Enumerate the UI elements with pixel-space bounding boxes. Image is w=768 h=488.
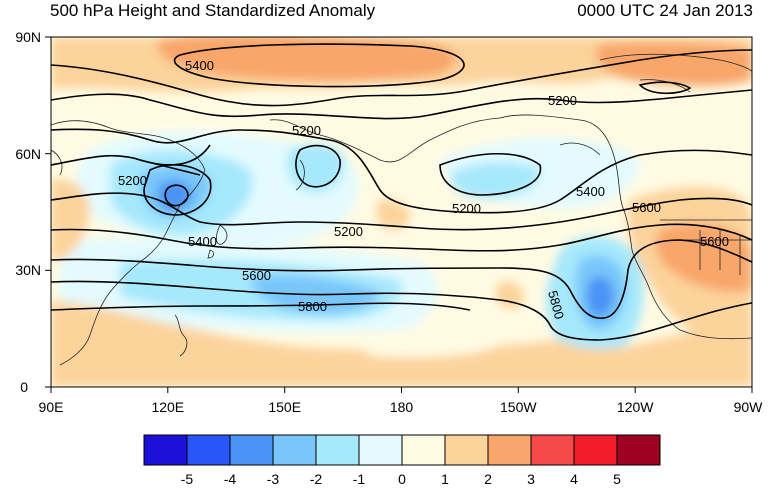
contour-label: 5800 xyxy=(545,289,567,321)
colorbar-tick-label: -1 xyxy=(353,471,366,487)
colorbar-swatch xyxy=(573,434,618,466)
longitude-labels: 90E 120E 150E 180 150W 120W 90W xyxy=(39,399,764,415)
colorbar-swatch xyxy=(530,434,575,466)
colorbar-tick-label: 0 xyxy=(398,471,406,487)
contour-label: 5200 xyxy=(452,201,481,216)
colorbar-swatch xyxy=(401,434,446,466)
colorbar-tick-label: -4 xyxy=(224,471,237,487)
latitude-labels: 90N 60N 30N 0 xyxy=(15,29,41,395)
contour-label: 5400 xyxy=(576,184,605,199)
colorbar-labels: -5 -4 -3 -2 -1 0 1 2 3 4 5 xyxy=(181,471,621,487)
lon-label: 120E xyxy=(151,399,184,415)
anomaly-shading: 5400 5200 5200 5200 5200 5200 5400 5400 … xyxy=(51,37,752,387)
contour-label: 5600 xyxy=(700,234,729,249)
height-contours xyxy=(51,43,752,341)
contour-labels: 5400 5200 5200 5200 5200 5200 5400 5400 … xyxy=(118,58,729,321)
colorbar-tick-label: 2 xyxy=(484,471,492,487)
contour-label: 5200 xyxy=(118,173,147,188)
colorbar-swatch xyxy=(272,434,317,466)
contour-label: 5400 xyxy=(185,58,214,73)
colorbar-tick-label: -2 xyxy=(310,471,323,487)
colorbar-swatch xyxy=(487,434,532,466)
lat-label: 0 xyxy=(20,379,28,395)
colorbar-swatch xyxy=(315,434,360,466)
colorbar-swatch xyxy=(186,434,231,466)
contour-label: 5400 xyxy=(188,234,217,249)
lon-label: 90E xyxy=(39,399,64,415)
colorbar-tick-label: 5 xyxy=(613,471,621,487)
colorbar-tick-label: 4 xyxy=(570,471,578,487)
contour-label: 5600 xyxy=(242,268,271,283)
colorbar-tick-label: 1 xyxy=(441,471,449,487)
lon-label: 180 xyxy=(390,399,414,415)
colorbar-tick-label: -3 xyxy=(267,471,280,487)
lon-label: 120W xyxy=(617,399,654,415)
valid-time: 0000 UTC 24 Jan 2013 xyxy=(577,1,753,20)
colorbar-tick-label: -5 xyxy=(181,471,194,487)
colorbar-swatch xyxy=(358,434,403,466)
colorbar-swatch xyxy=(229,434,274,466)
contour-label: 5800 xyxy=(298,299,327,314)
lat-label: 60N xyxy=(15,146,41,162)
contour-label: 5200 xyxy=(334,224,363,239)
contour-label: 5600 xyxy=(632,200,661,215)
lon-label: 150E xyxy=(268,399,301,415)
lat-label: 30N xyxy=(15,262,41,278)
axis-ticks xyxy=(45,36,753,393)
colorbar xyxy=(143,434,661,466)
colorbar-swatch xyxy=(444,434,489,466)
lon-label: 150W xyxy=(500,399,537,415)
map-title: 500 hPa Height and Standardized Anomaly xyxy=(50,1,376,20)
lon-label: 90W xyxy=(734,399,764,415)
lat-label: 90N xyxy=(15,29,41,45)
contour-label: 5200 xyxy=(548,93,577,108)
contour-label: 5200 xyxy=(292,123,321,138)
colorbar-swatch xyxy=(143,434,188,466)
colorbar-tick-label: 3 xyxy=(527,471,535,487)
colorbar-swatch xyxy=(616,434,661,466)
